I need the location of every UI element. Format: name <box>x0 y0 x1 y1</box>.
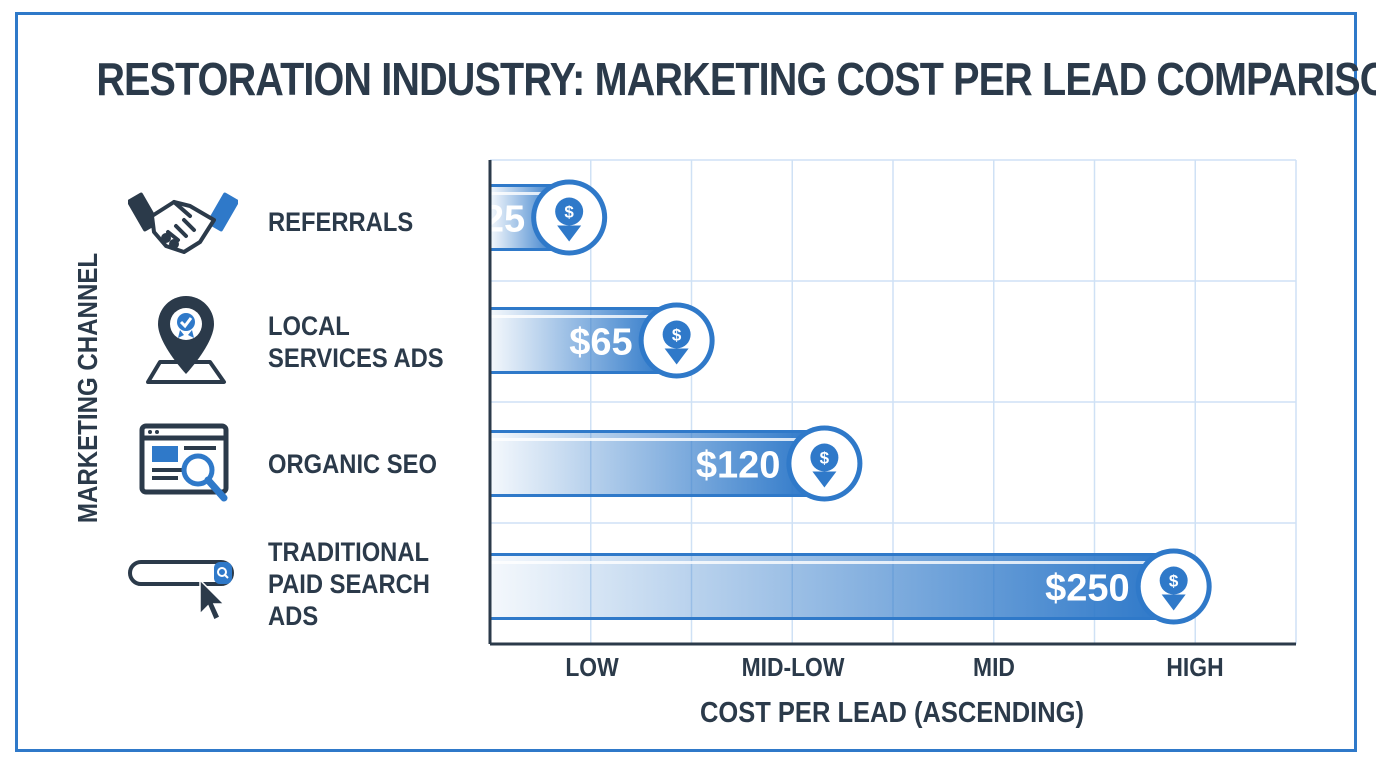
dollar-symbol: $ <box>564 203 574 222</box>
bars: $ $25 $ $65 $ $120 $ $250 <box>462 179 1212 625</box>
channel-label: TRADITIONAL PAID SEARCH ADS <box>268 537 430 631</box>
bar-data-label: $120 <box>696 445 781 487</box>
dollar-down-arrow-icon <box>555 197 584 226</box>
dollar-symbol: $ <box>672 326 682 345</box>
down-arrow <box>557 225 582 242</box>
channel-traditional-paid-search-ads: TRADITIONAL PAID SEARCH ADS <box>128 534 488 634</box>
dollar-down-arrow-icon <box>810 443 839 472</box>
x-tick-labels: LOW MID-LOW MID HIGH <box>565 654 1223 683</box>
channel-referrals: REFERRALS <box>128 172 488 272</box>
bar-group: $ $65 <box>488 302 715 379</box>
x-tick-label: MID-LOW <box>742 654 846 683</box>
x-tick-label: MID <box>973 654 1015 683</box>
channel-label: LOCAL SERVICES ADS <box>268 311 444 373</box>
x-tick-label: HIGH <box>1166 654 1223 683</box>
dollar-down-arrow-icon <box>662 320 691 349</box>
x-tick-label: LOW <box>565 654 619 683</box>
bar-group: $ $120 <box>488 425 863 502</box>
chart-title: RESTORATION INDUSTRY: MARKETING COST PER… <box>96 53 1376 105</box>
location-pin-badge-icon <box>146 296 226 384</box>
x-axis-label: COST PER LEAD (ASCENDING) <box>700 695 1084 728</box>
handshake-icon <box>128 192 238 254</box>
chart-frame <box>15 12 1357 752</box>
down-arrow <box>1161 594 1186 611</box>
channel-label: ORGANIC SEO <box>268 449 437 479</box>
bar-group: $ $25 <box>462 179 608 256</box>
search-bar-cursor-icon <box>128 560 234 622</box>
bar <box>488 430 814 497</box>
bar <box>488 553 1164 620</box>
channel-organic-seo: ORGANIC SEO <box>128 414 488 514</box>
dollar-symbol: $ <box>1169 572 1179 591</box>
bar-data-label: $25 <box>462 199 525 241</box>
channel-local-services-ads: LOCAL SERVICES ADS <box>128 292 488 392</box>
dollar-down-arrow-icon <box>1159 566 1188 595</box>
bar-data-label: $65 <box>569 322 632 364</box>
bar-data-label: $250 <box>1045 568 1130 610</box>
web-page-magnifier-icon <box>139 423 229 502</box>
channel-label: REFERRALS <box>268 207 414 237</box>
down-arrow <box>812 471 837 488</box>
axes <box>488 160 1296 646</box>
down-arrow <box>664 348 689 365</box>
dollar-symbol: $ <box>820 449 830 468</box>
bar <box>488 307 667 374</box>
bar-group: $ $250 <box>488 548 1212 625</box>
